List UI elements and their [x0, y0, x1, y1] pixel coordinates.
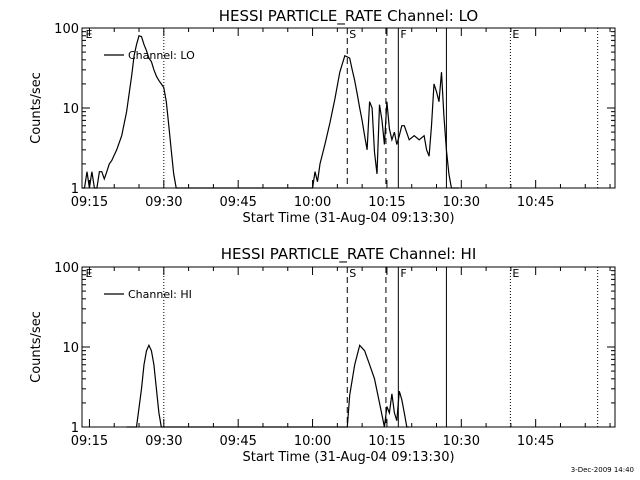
timestamp-label: 3-Dec-2009 14:40	[570, 466, 634, 474]
x-tick-label: 10:45	[517, 434, 554, 449]
series-line-hi	[126, 343, 410, 428]
x-tick-label: 10:45	[517, 195, 554, 210]
x-tick-label: 09:45	[219, 195, 256, 210]
marker-label: E	[85, 28, 92, 41]
marker-label: E	[512, 28, 519, 41]
x-tick-label: 10:00	[294, 434, 331, 449]
x-tick-label: 09:30	[145, 195, 182, 210]
y-axis-label-hi: Counts/sec	[29, 311, 44, 383]
y-tick-label: 10	[62, 341, 79, 356]
x-tick-label: 09:15	[71, 195, 108, 210]
x-tick-label: 09:45	[219, 434, 256, 449]
marker-label: F	[400, 267, 406, 280]
x-tick-label: 10:15	[368, 434, 405, 449]
marker-label: S	[349, 267, 356, 280]
y-tick-label: 100	[54, 261, 79, 276]
marker-label: F	[400, 28, 406, 41]
x-tick-label: 10:30	[443, 195, 480, 210]
y-tick-label: 1	[71, 182, 79, 197]
legend-label-hi: Channel: HI	[128, 288, 192, 301]
y-axis-label-lo: Counts/sec	[29, 72, 44, 144]
marker-label: E	[85, 267, 92, 280]
marker-label: S	[349, 28, 356, 41]
legend-label-lo: Channel: LO	[128, 49, 195, 62]
x-axis-label-lo: Start Time (31-Aug-04 09:13:30)	[242, 211, 454, 226]
y-tick-label: 10	[62, 102, 79, 117]
y-tick-label: 1	[71, 421, 79, 436]
chart-title-lo: HESSI PARTICLE_RATE Channel: LO	[219, 7, 478, 26]
x-tick-label: 09:15	[71, 434, 108, 449]
marker-label: E	[512, 267, 519, 280]
chart-title-hi: HESSI PARTICLE_RATE Channel: HI	[221, 245, 477, 264]
x-tick-label: 10:30	[443, 434, 480, 449]
x-axis-label-hi: Start Time (31-Aug-04 09:13:30)	[242, 450, 454, 465]
x-tick-label: 09:30	[145, 434, 182, 449]
series-line-lo	[82, 35, 459, 189]
y-tick-label: 100	[54, 22, 79, 37]
x-tick-label: 10:15	[368, 195, 405, 210]
x-tick-label: 10:00	[294, 195, 331, 210]
